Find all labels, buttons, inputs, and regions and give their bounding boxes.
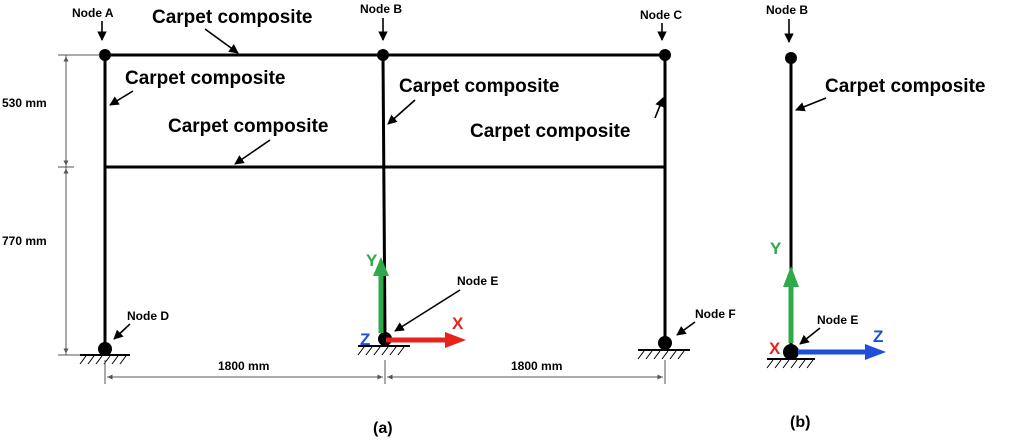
leader-left-column — [109, 90, 134, 106]
caption-a: (a) — [373, 420, 393, 437]
z-axis-label-b: Z — [873, 327, 883, 346]
z-axis-label-a: Z — [360, 330, 370, 349]
label-left-span: 1800 mm — [218, 359, 269, 373]
axes-a: Y X Z — [360, 251, 466, 349]
z-axis-arrowhead-b — [865, 344, 886, 360]
node-b-side — [785, 52, 797, 64]
leader-mid-beam — [234, 139, 271, 165]
arrow-node-f — [676, 321, 696, 336]
leader-center-column — [387, 99, 416, 125]
label-right-column-material: Carpet composite — [470, 121, 630, 142]
arrow-node-d — [113, 323, 131, 340]
axes-b: Y Z X — [769, 239, 886, 360]
y-axis-arrowhead-a — [373, 257, 389, 276]
panel-b: Node B Node E Carpet composite Y Z X (b) — [766, 3, 985, 431]
leader-top-beam — [204, 28, 239, 54]
leader-column-b — [795, 97, 827, 112]
center-column — [381, 54, 387, 339]
node-e-side — [783, 344, 799, 360]
x-axis-label-b: X — [769, 339, 781, 358]
arrow-node-e-side — [799, 327, 821, 345]
y-axis-label-a: Y — [366, 251, 378, 270]
node-b — [377, 49, 389, 61]
label-center-column-material: Carpet composite — [399, 76, 559, 97]
label-left-column-material: Carpet composite — [125, 68, 285, 89]
label-top-beam-material: Carpet composite — [152, 7, 312, 28]
node-c — [659, 49, 671, 61]
label-node-a: Node A — [72, 6, 114, 20]
node-d — [98, 342, 112, 356]
support-f — [637, 349, 690, 360]
node-a — [99, 49, 111, 61]
label-node-b: Node B — [360, 2, 402, 16]
caption-b: (b) — [790, 414, 810, 431]
label-node-e: Node E — [457, 274, 498, 288]
support-d — [79, 354, 130, 365]
support-e-side — [766, 358, 815, 369]
y-axis-arrowhead-b — [783, 266, 799, 287]
label-right-span: 1800 mm — [511, 359, 562, 373]
label-node-e-side: Node E — [817, 313, 858, 327]
label-lower-height: 770 mm — [2, 234, 47, 248]
panel-a: Node A Node B Node C Node D Node E Node … — [2, 2, 736, 437]
x-axis-arrowhead-a — [445, 332, 466, 348]
label-node-b-side: Node B — [766, 3, 808, 17]
label-upper-height: 530 mm — [2, 96, 47, 110]
label-column-b-material: Carpet composite — [825, 76, 985, 97]
leader-right-column — [654, 97, 665, 119]
label-node-d: Node D — [127, 309, 169, 323]
label-mid-beam-material: Carpet composite — [168, 116, 328, 137]
arrow-node-e — [394, 289, 461, 332]
node-f — [658, 336, 672, 350]
x-axis-label-a: X — [452, 314, 464, 333]
support-e — [357, 345, 410, 356]
label-node-f: Node F — [695, 307, 736, 321]
label-node-c: Node C — [640, 8, 682, 22]
y-axis-label-b: Y — [770, 239, 782, 258]
